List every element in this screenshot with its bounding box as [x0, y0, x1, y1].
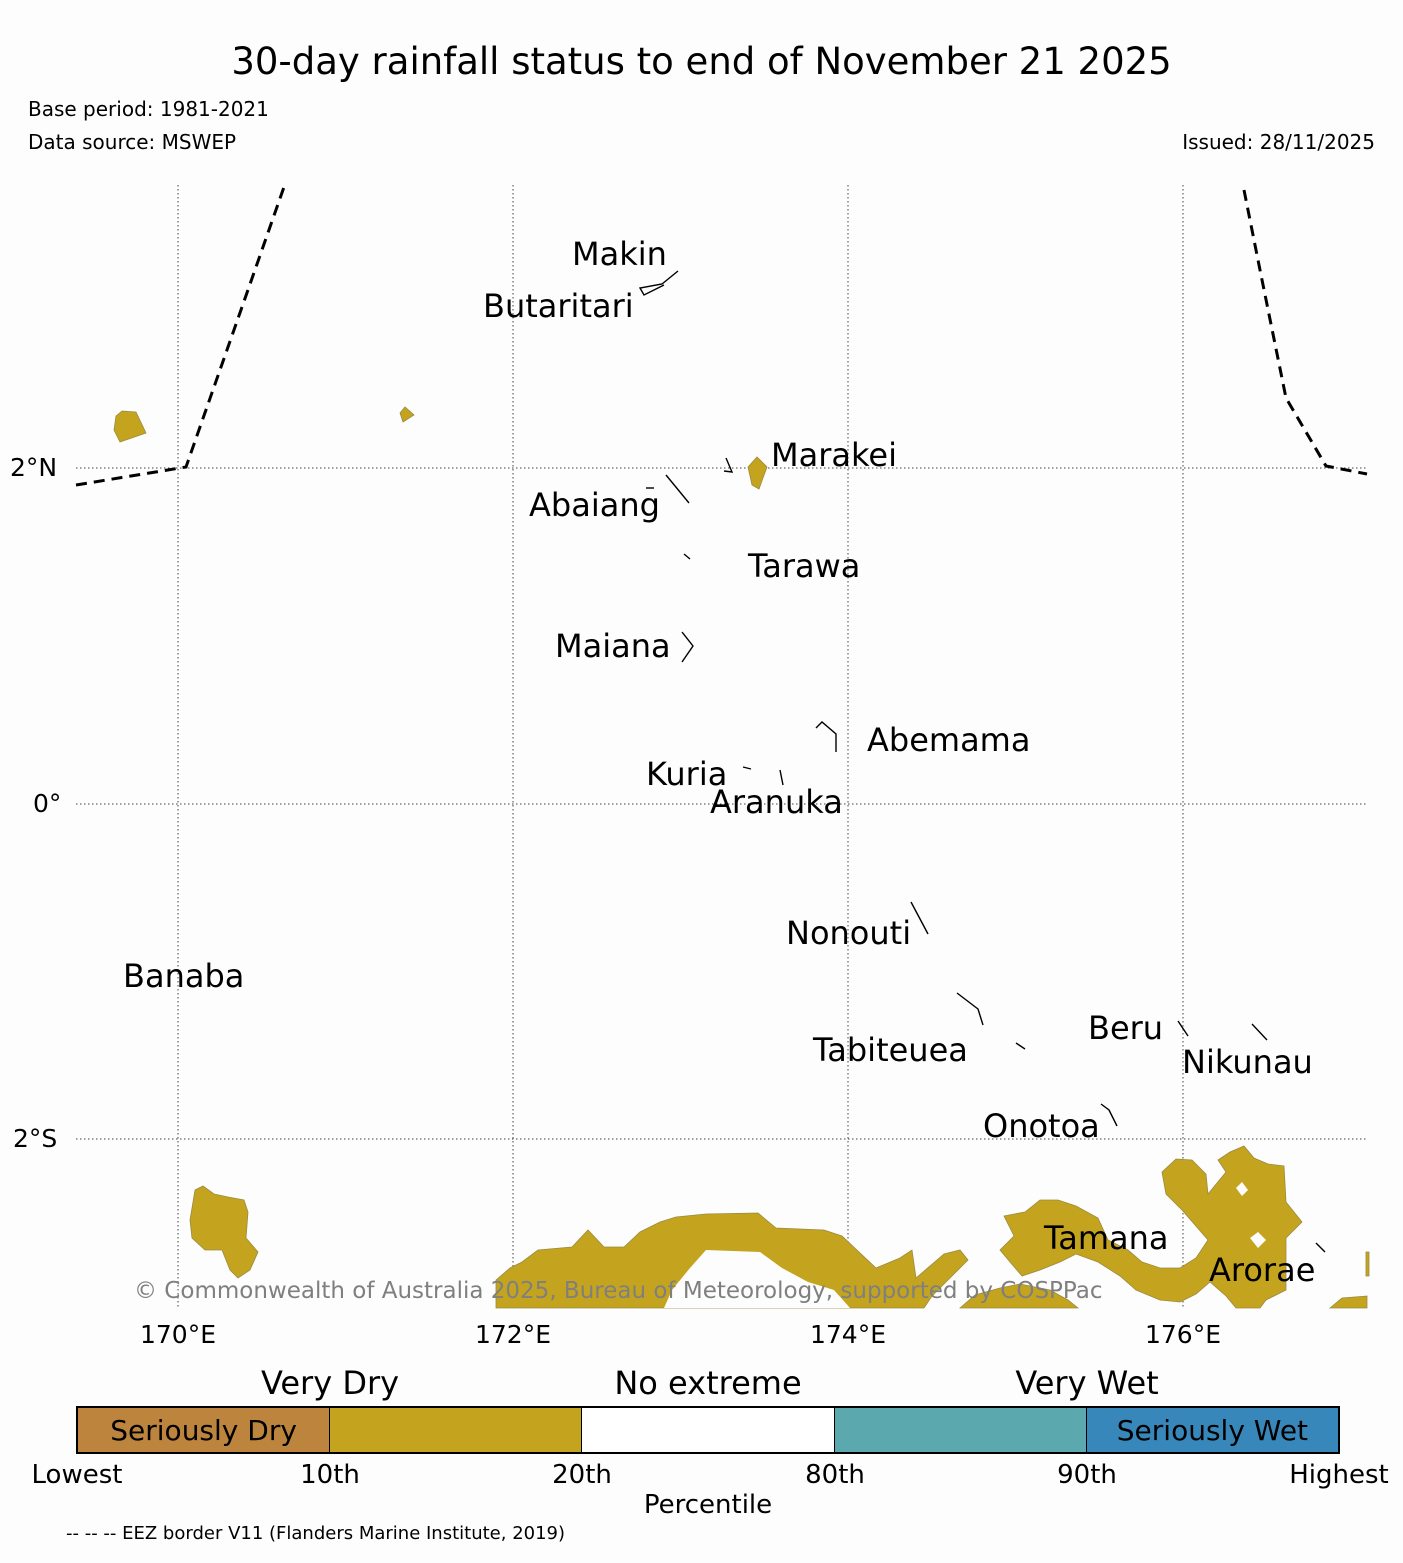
- label-makin: Makin: [572, 235, 667, 273]
- graticule: [76, 185, 1367, 1308]
- lon-tick: 176°E: [1145, 1320, 1221, 1349]
- legend-colorbar: Seriously Dry Seriously Wet: [76, 1406, 1340, 1454]
- axis-ticks: 2°N 0° 2°S 170°E 172°E 174°E 176°E: [10, 453, 1221, 1349]
- issued-date: Issued: 28/11/2025: [1182, 130, 1375, 154]
- label-abemama: Abemama: [867, 721, 1030, 759]
- data-source: Data source: MSWEP: [28, 130, 237, 154]
- lon-tick: 172°E: [475, 1320, 551, 1349]
- label-onotoa: Onotoa: [983, 1107, 1100, 1145]
- percentile-20th: 20th: [552, 1460, 612, 1490]
- label-tamana: Tamana: [1043, 1219, 1169, 1257]
- label-kuria: Kuria: [646, 755, 727, 793]
- label-beru: Beru: [1088, 1009, 1163, 1047]
- label-maiana: Maiana: [555, 627, 671, 665]
- lat-tick: 2°S: [13, 1124, 57, 1153]
- label-marakei: Marakei: [771, 436, 897, 474]
- percentile-axis-label: Percentile: [643, 1490, 773, 1520]
- legend-category-very-dry: Very Dry: [260, 1364, 400, 1402]
- label-tabiteuea: Tabiteuea: [812, 1031, 968, 1069]
- percentile-90th: 90th: [1057, 1460, 1117, 1490]
- eez-footnote: -- -- -- EEZ border V11 (Flanders Marine…: [66, 1523, 566, 1544]
- label-arorae: Arorae: [1209, 1251, 1315, 1289]
- copyright-notice: © Commonwealth of Australia 2025, Bureau…: [134, 1278, 1103, 1304]
- lon-tick: 170°E: [140, 1320, 216, 1349]
- legend-category-very-wet: Very Wet: [1015, 1364, 1159, 1402]
- label-butaritari: Butaritari: [483, 287, 634, 325]
- label-nonouti: Nonouti: [786, 914, 911, 952]
- legend-segment-no-extreme: [582, 1408, 835, 1452]
- lat-tick: 0°: [33, 789, 61, 818]
- label-nikunau: Nikunau: [1182, 1043, 1313, 1081]
- percentile-10th: 10th: [300, 1460, 360, 1490]
- label-tarawa: Tarawa: [747, 547, 860, 585]
- lon-tick: 174°E: [810, 1320, 886, 1349]
- map-title: 30-day rainfall status to end of Novembe…: [231, 40, 1172, 83]
- legend-segment-very-dry: [330, 1408, 583, 1452]
- legend-category-no-extreme: No extreme: [614, 1364, 802, 1402]
- label-banaba: Banaba: [123, 957, 244, 995]
- base-period: Base period: 1981-2021: [28, 97, 269, 121]
- percentile-lowest: Lowest: [31, 1460, 123, 1490]
- percentile-highest: Highest: [1289, 1460, 1389, 1490]
- legend-segment-seriously-wet: Seriously Wet: [1086, 1408, 1339, 1452]
- very-dry-areas: [113, 406, 1370, 1309]
- legend-segment-very-wet: [834, 1408, 1087, 1452]
- legend-segment-seriously-dry: Seriously Dry: [78, 1408, 331, 1452]
- rainfall-map: Makin Butaritari Marakei Abaiang Tarawa …: [10, 185, 1370, 1349]
- label-abaiang: Abaiang: [529, 486, 660, 524]
- percentile-80th: 80th: [805, 1460, 865, 1490]
- island-outlines: [638, 270, 1326, 1253]
- lat-tick: 2°N: [10, 453, 57, 482]
- eez-border: [75, 186, 1368, 487]
- island-labels: Makin Butaritari Marakei Abaiang Tarawa …: [123, 235, 1315, 1289]
- label-aranuka: Aranuka: [710, 783, 843, 821]
